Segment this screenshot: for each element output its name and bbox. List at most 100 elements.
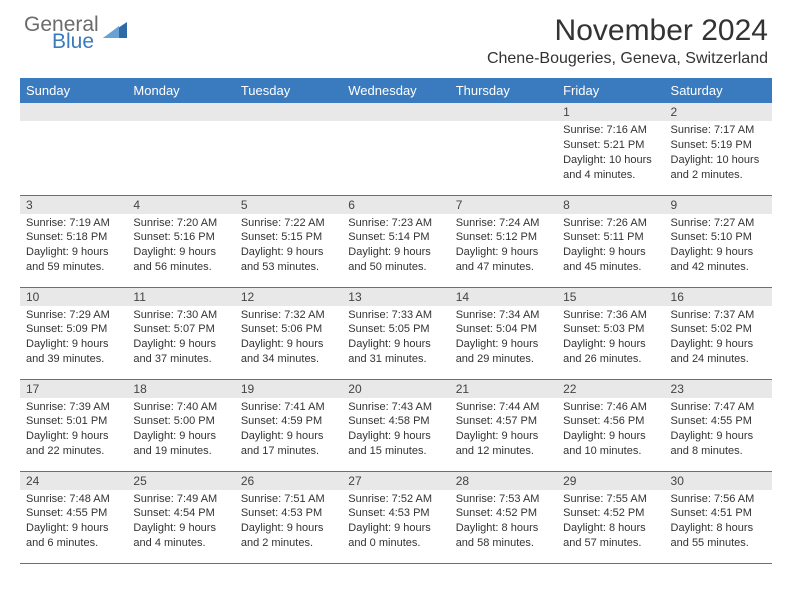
- day-details: Sunrise: 7:39 AMSunset: 5:01 PMDaylight:…: [20, 398, 127, 463]
- weekday-header: Sunday: [20, 78, 127, 103]
- day-details: Sunrise: 7:37 AMSunset: 5:02 PMDaylight:…: [665, 306, 772, 371]
- day-detail-line: Daylight: 9 hours: [348, 245, 443, 260]
- day-detail-line: Sunset: 4:55 PM: [26, 506, 121, 521]
- calendar-day-cell: 21Sunrise: 7:44 AMSunset: 4:57 PMDayligh…: [450, 379, 557, 471]
- day-detail-line: and 0 minutes.: [348, 536, 443, 551]
- weekday-header: Tuesday: [235, 78, 342, 103]
- day-detail-line: Sunrise: 7:36 AM: [563, 308, 658, 323]
- brand-word2: Blue: [52, 31, 99, 52]
- calendar-day-cell: 17Sunrise: 7:39 AMSunset: 5:01 PMDayligh…: [20, 379, 127, 471]
- calendar-day-cell: 25Sunrise: 7:49 AMSunset: 4:54 PMDayligh…: [127, 471, 234, 563]
- calendar-week-row: 17Sunrise: 7:39 AMSunset: 5:01 PMDayligh…: [20, 379, 772, 471]
- title-block: November 2024 Chene-Bougeries, Geneva, S…: [487, 14, 768, 68]
- day-detail-line: Daylight: 9 hours: [133, 429, 228, 444]
- calendar-table: Sunday Monday Tuesday Wednesday Thursday…: [20, 78, 772, 564]
- day-detail-line: Daylight: 9 hours: [671, 429, 766, 444]
- day-detail-line: Daylight: 10 hours: [671, 153, 766, 168]
- day-detail-line: Sunset: 4:51 PM: [671, 506, 766, 521]
- day-number: 30: [665, 472, 772, 490]
- day-number: 21: [450, 380, 557, 398]
- day-detail-line: Daylight: 9 hours: [563, 245, 658, 260]
- day-detail-line: and 24 minutes.: [671, 352, 766, 367]
- day-details: Sunrise: 7:26 AMSunset: 5:11 PMDaylight:…: [557, 214, 664, 279]
- brand-triangle-icon: [103, 20, 129, 45]
- calendar-day-cell: 7Sunrise: 7:24 AMSunset: 5:12 PMDaylight…: [450, 195, 557, 287]
- weekday-header-row: Sunday Monday Tuesday Wednesday Thursday…: [20, 78, 772, 103]
- day-detail-line: Sunrise: 7:51 AM: [241, 492, 336, 507]
- calendar-day-cell: 20Sunrise: 7:43 AMSunset: 4:58 PMDayligh…: [342, 379, 449, 471]
- day-detail-line: Daylight: 9 hours: [671, 337, 766, 352]
- calendar-day-cell: 3Sunrise: 7:19 AMSunset: 5:18 PMDaylight…: [20, 195, 127, 287]
- day-detail-line: Sunset: 4:56 PM: [563, 414, 658, 429]
- day-detail-line: Sunrise: 7:41 AM: [241, 400, 336, 415]
- calendar-day-cell: 30Sunrise: 7:56 AMSunset: 4:51 PMDayligh…: [665, 471, 772, 563]
- day-number: [127, 103, 234, 121]
- day-detail-line: and 55 minutes.: [671, 536, 766, 551]
- day-detail-line: Sunrise: 7:52 AM: [348, 492, 443, 507]
- calendar-day-cell: 16Sunrise: 7:37 AMSunset: 5:02 PMDayligh…: [665, 287, 772, 379]
- weekday-header: Wednesday: [342, 78, 449, 103]
- day-details: Sunrise: 7:34 AMSunset: 5:04 PMDaylight:…: [450, 306, 557, 371]
- day-detail-line: Daylight: 8 hours: [563, 521, 658, 536]
- day-details: Sunrise: 7:20 AMSunset: 5:16 PMDaylight:…: [127, 214, 234, 279]
- day-detail-line: Sunset: 5:05 PM: [348, 322, 443, 337]
- day-detail-line: Sunset: 4:52 PM: [563, 506, 658, 521]
- day-detail-line: and 26 minutes.: [563, 352, 658, 367]
- day-detail-line: Sunrise: 7:49 AM: [133, 492, 228, 507]
- calendar-day-cell: [450, 103, 557, 195]
- day-detail-line: and 50 minutes.: [348, 260, 443, 275]
- calendar-day-cell: 13Sunrise: 7:33 AMSunset: 5:05 PMDayligh…: [342, 287, 449, 379]
- day-number: 25: [127, 472, 234, 490]
- day-details: Sunrise: 7:48 AMSunset: 4:55 PMDaylight:…: [20, 490, 127, 555]
- day-detail-line: and 19 minutes.: [133, 444, 228, 459]
- day-details: Sunrise: 7:23 AMSunset: 5:14 PMDaylight:…: [342, 214, 449, 279]
- day-detail-line: Sunrise: 7:30 AM: [133, 308, 228, 323]
- day-detail-line: Sunrise: 7:48 AM: [26, 492, 121, 507]
- month-title: November 2024: [487, 14, 768, 48]
- day-number: 23: [665, 380, 772, 398]
- weekday-header: Monday: [127, 78, 234, 103]
- day-details: Sunrise: 7:33 AMSunset: 5:05 PMDaylight:…: [342, 306, 449, 371]
- day-detail-line: Daylight: 9 hours: [456, 429, 551, 444]
- day-number: 3: [20, 196, 127, 214]
- day-number: 13: [342, 288, 449, 306]
- calendar-week-row: 10Sunrise: 7:29 AMSunset: 5:09 PMDayligh…: [20, 287, 772, 379]
- day-detail-line: Daylight: 9 hours: [348, 521, 443, 536]
- day-details: Sunrise: 7:46 AMSunset: 4:56 PMDaylight:…: [557, 398, 664, 463]
- day-detail-line: Sunrise: 7:37 AM: [671, 308, 766, 323]
- day-details: Sunrise: 7:41 AMSunset: 4:59 PMDaylight:…: [235, 398, 342, 463]
- calendar-day-cell: 22Sunrise: 7:46 AMSunset: 4:56 PMDayligh…: [557, 379, 664, 471]
- day-detail-line: Daylight: 9 hours: [133, 245, 228, 260]
- day-detail-line: Sunset: 5:07 PM: [133, 322, 228, 337]
- calendar-day-cell: [127, 103, 234, 195]
- day-detail-line: Sunset: 5:12 PM: [456, 230, 551, 245]
- day-detail-line: and 8 minutes.: [671, 444, 766, 459]
- day-detail-line: and 37 minutes.: [133, 352, 228, 367]
- weekday-header: Thursday: [450, 78, 557, 103]
- day-detail-line: Sunrise: 7:56 AM: [671, 492, 766, 507]
- day-details: Sunrise: 7:27 AMSunset: 5:10 PMDaylight:…: [665, 214, 772, 279]
- day-detail-line: and 47 minutes.: [456, 260, 551, 275]
- day-detail-line: Sunset: 5:02 PM: [671, 322, 766, 337]
- day-detail-line: Sunrise: 7:27 AM: [671, 216, 766, 231]
- day-detail-line: and 29 minutes.: [456, 352, 551, 367]
- day-detail-line: Sunrise: 7:17 AM: [671, 123, 766, 138]
- day-details: Sunrise: 7:43 AMSunset: 4:58 PMDaylight:…: [342, 398, 449, 463]
- day-detail-line: and 34 minutes.: [241, 352, 336, 367]
- day-number: 29: [557, 472, 664, 490]
- day-detail-line: Sunset: 4:58 PM: [348, 414, 443, 429]
- day-details: Sunrise: 7:56 AMSunset: 4:51 PMDaylight:…: [665, 490, 772, 555]
- day-number: 7: [450, 196, 557, 214]
- day-details: Sunrise: 7:55 AMSunset: 4:52 PMDaylight:…: [557, 490, 664, 555]
- day-detail-line: Sunset: 4:52 PM: [456, 506, 551, 521]
- day-details: [450, 121, 557, 177]
- day-details: Sunrise: 7:36 AMSunset: 5:03 PMDaylight:…: [557, 306, 664, 371]
- day-detail-line: Sunset: 5:04 PM: [456, 322, 551, 337]
- day-detail-line: Sunset: 5:16 PM: [133, 230, 228, 245]
- calendar-day-cell: 24Sunrise: 7:48 AMSunset: 4:55 PMDayligh…: [20, 471, 127, 563]
- day-detail-line: Daylight: 9 hours: [241, 337, 336, 352]
- day-details: Sunrise: 7:17 AMSunset: 5:19 PMDaylight:…: [665, 121, 772, 186]
- day-detail-line: Daylight: 9 hours: [26, 521, 121, 536]
- day-detail-line: and 15 minutes.: [348, 444, 443, 459]
- calendar-week-row: 1Sunrise: 7:16 AMSunset: 5:21 PMDaylight…: [20, 103, 772, 195]
